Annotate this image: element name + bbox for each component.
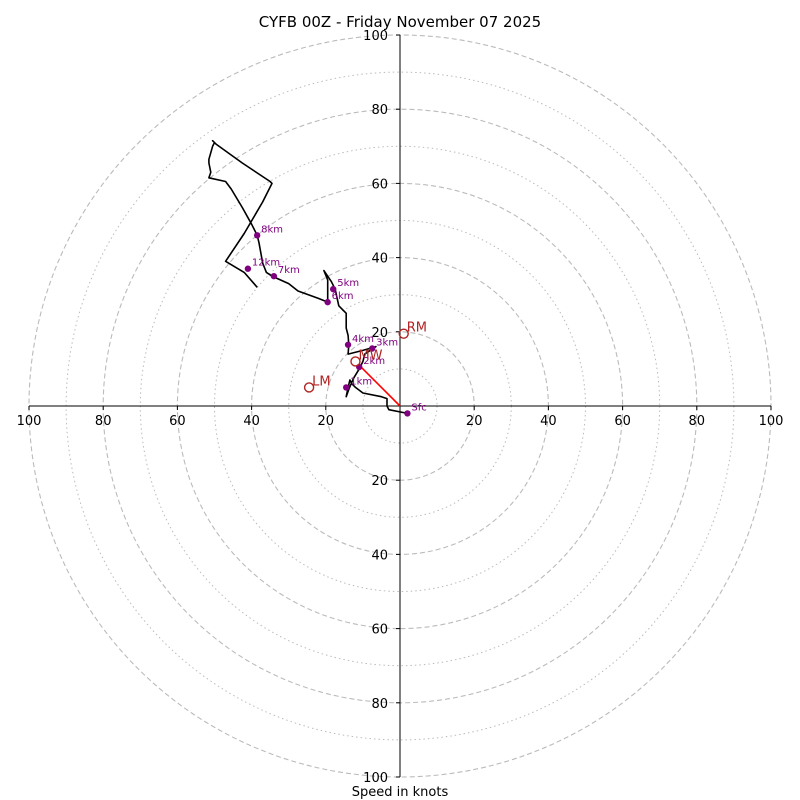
y-tick-label: 100 — [363, 771, 388, 786]
height-label-1km: 1km — [350, 376, 372, 387]
x-tick-label: 60 — [169, 414, 186, 429]
storm-motion-layer: RM LM MW — [303, 321, 427, 393]
motion-marker-MW — [350, 356, 361, 367]
x-tick-label: 20 — [318, 414, 335, 429]
motion-label-MW: MW — [358, 348, 382, 363]
height-label-12km: 12km — [252, 258, 280, 269]
height-label-Sfc: Sfc — [411, 402, 426, 413]
height-marker-12km — [244, 265, 252, 272]
y-tick-label: 40 — [371, 252, 388, 267]
height-marker-5km — [330, 285, 337, 293]
height-label-7km: 7km — [278, 265, 300, 276]
motion-label-LM: LM — [312, 374, 330, 389]
shear-vector — [358, 364, 401, 407]
y-tick-label: 20 — [371, 474, 388, 489]
height-label-3km: 3km — [376, 337, 398, 348]
x-tick-label: 80 — [689, 414, 706, 429]
height-label-5km: 5km — [337, 278, 359, 289]
x-tick-label: 40 — [540, 414, 557, 429]
height-label-8km: 8km — [261, 224, 283, 235]
height-marker-1km — [343, 384, 350, 391]
motion-marker-RM — [398, 328, 409, 339]
y-tick-label: 60 — [371, 623, 388, 638]
height-marker-Sfc — [404, 410, 411, 417]
y-tick-label: 60 — [371, 177, 388, 192]
height-label-2km: 2km — [363, 356, 385, 367]
y-tick-label: 20 — [371, 326, 388, 341]
y-tick-label: 80 — [371, 697, 388, 712]
height-marker-8km — [253, 232, 261, 239]
x-tick-label: 80 — [95, 414, 112, 429]
x-ticks: 100 80 60 40 20 20 40 60 80 100 — [17, 406, 784, 429]
height-label-4km: 4km — [352, 334, 374, 345]
height-marker-6km — [324, 298, 331, 306]
x-tick-label: 60 — [614, 414, 631, 429]
y-ticks: 100 80 60 40 20 20 40 60 80 100 — [363, 29, 400, 786]
y-tick-label: 100 — [363, 29, 388, 44]
x-tick-label: 100 — [759, 414, 784, 429]
height-marker-4km — [344, 341, 352, 348]
y-tick-label: 80 — [371, 103, 388, 118]
shear-vector-layer — [358, 364, 401, 407]
height-marker-3km — [368, 345, 376, 352]
x-axis-label: Speed in knots — [352, 785, 449, 800]
motion-marker-LM — [303, 382, 315, 393]
motion-label-RM: RM — [407, 321, 427, 336]
x-tick-label: 100 — [17, 414, 42, 429]
chart-title: CYFB 00Z - Friday November 07 2025 — [259, 13, 541, 31]
y-tick-label: 40 — [371, 548, 388, 563]
height-marker-7km — [270, 272, 278, 280]
x-tick-label: 20 — [466, 414, 483, 429]
x-tick-label: 40 — [243, 414, 260, 429]
height-label-6km: 6km — [332, 291, 354, 302]
